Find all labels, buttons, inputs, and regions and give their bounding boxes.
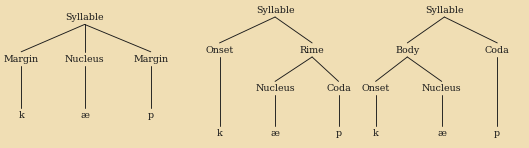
Text: Syllable: Syllable: [65, 13, 104, 22]
Text: p: p: [335, 129, 342, 138]
Text: Syllable: Syllable: [425, 6, 464, 15]
Text: k: k: [19, 111, 24, 120]
Text: Onset: Onset: [361, 84, 390, 93]
Text: Syllable: Syllable: [256, 6, 295, 15]
Text: Onset: Onset: [205, 46, 234, 55]
Text: æ: æ: [80, 111, 89, 120]
Text: Body: Body: [395, 46, 419, 55]
Text: k: k: [217, 129, 222, 138]
Text: Coda: Coda: [326, 84, 351, 93]
Text: Nucleus: Nucleus: [65, 55, 104, 64]
Text: æ: æ: [270, 129, 280, 138]
Text: æ: æ: [437, 129, 446, 138]
Text: Margin: Margin: [133, 55, 168, 64]
Text: Nucleus: Nucleus: [422, 84, 461, 93]
Text: p: p: [494, 129, 500, 138]
Text: p: p: [148, 111, 154, 120]
Text: Coda: Coda: [485, 46, 509, 55]
Text: Margin: Margin: [4, 55, 39, 64]
Text: Nucleus: Nucleus: [256, 84, 295, 93]
Text: k: k: [373, 129, 378, 138]
Text: Rime: Rime: [300, 46, 324, 55]
